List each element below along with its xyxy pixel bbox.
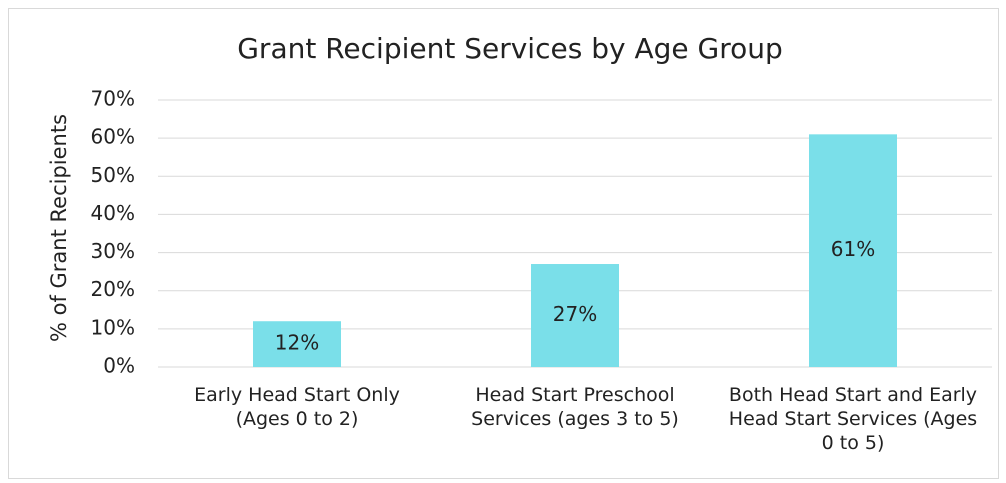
y-tick-label: 30% <box>91 239 135 263</box>
y-tick-label: 50% <box>91 163 135 187</box>
y-tick-label: 70% <box>91 87 135 111</box>
y-tick-label: 20% <box>91 277 135 301</box>
bar <box>253 321 341 367</box>
data-label: 27% <box>553 302 597 326</box>
y-tick-label: 60% <box>91 125 135 149</box>
y-tick-label: 10% <box>91 315 135 339</box>
x-tick-label: Early Head Start Only (Ages 0 to 2) <box>194 384 400 430</box>
chart-title: Grant Recipient Services by Age Group <box>237 32 783 65</box>
y-tick-label: 0% <box>103 354 135 378</box>
x-tick-label: Head Start Preschool Services (ages 3 to… <box>471 384 679 430</box>
data-label: 61% <box>831 237 875 261</box>
x-tick-label: Both Head Start and Early Head Start Ser… <box>728 384 978 454</box>
bar <box>531 264 619 367</box>
bar <box>809 134 897 367</box>
y-axis-label: % of Grant Recipients <box>47 114 71 342</box>
data-label: 12% <box>275 331 319 355</box>
y-tick-label: 40% <box>91 201 135 225</box>
chart-border <box>8 8 999 479</box>
